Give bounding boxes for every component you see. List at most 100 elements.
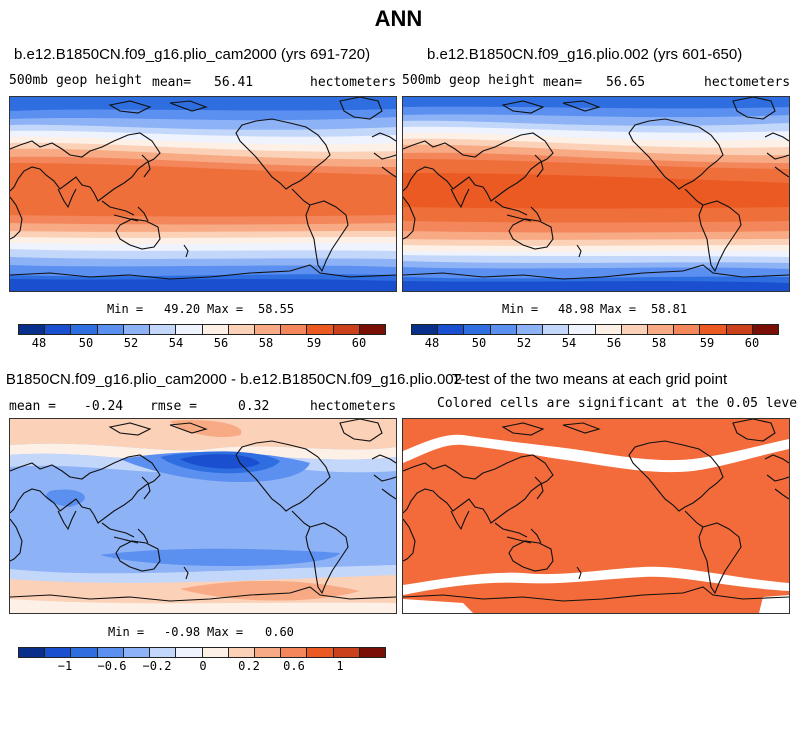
- colorbar-tick-label: 48: [31, 336, 47, 350]
- colorbar-box: [71, 325, 98, 334]
- coastline: [534, 476, 544, 500]
- coastline: [684, 510, 704, 528]
- colorbar-tick-label: 54: [561, 336, 577, 350]
- colorbar-box: [19, 648, 46, 657]
- panel3-min-label: Min =: [108, 625, 145, 639]
- colorbar-box: [45, 648, 72, 657]
- panel2-mean: 56.65: [606, 75, 646, 90]
- panel2-variable: 500mb geop height: [402, 73, 536, 88]
- colorbar-box: [45, 325, 72, 334]
- panel3-rmse: 0.32: [238, 399, 270, 414]
- coastline: [764, 454, 789, 482]
- panel1-mean: 56.41: [214, 75, 254, 90]
- colorbar-tick-label: 0.6: [283, 659, 305, 673]
- panel3-units: hectometers: [310, 399, 397, 414]
- coastline: [339, 419, 383, 442]
- coastline: [774, 166, 789, 178]
- panel3-max: 0.60: [265, 625, 294, 639]
- colorbar-box: [569, 325, 596, 334]
- coastline: [501, 422, 601, 436]
- coastline: [141, 154, 151, 178]
- coastline: [101, 522, 149, 544]
- colorbar-abs-2: [411, 324, 779, 335]
- colorbar-box: [359, 325, 386, 334]
- colorbar-abs-2-ticks: 48 50 52 54 56 58 59 60: [411, 336, 777, 352]
- panel3-min: -0.98: [164, 625, 201, 639]
- colorbar-tick-label: 48: [424, 336, 440, 350]
- coastline: [371, 132, 396, 160]
- colorbar-box: [228, 648, 255, 657]
- colorbar-box: [150, 648, 177, 657]
- colorbar-tick-label: 58: [651, 336, 667, 350]
- panel2-max-label: Max =: [600, 302, 637, 316]
- colorbar-box: [333, 648, 360, 657]
- colorbar-box: [647, 325, 675, 334]
- panel3-title: B1850CN.f09_g16.plio_cam2000 - b.e12.B18…: [5, 371, 462, 388]
- colorbar-box: [595, 325, 622, 334]
- panel1-units: hectometers: [310, 75, 397, 90]
- coastline: [628, 118, 724, 190]
- panel1-map-svg: [10, 97, 396, 291]
- colorbar-box: [307, 648, 334, 657]
- panel2-map-svg: [403, 97, 789, 291]
- colorbar-tick-label: 59: [699, 336, 715, 350]
- panel3-mean: -0.24: [84, 399, 124, 414]
- colorbar-tick-label: 54: [168, 336, 184, 350]
- panel4-map-svg: [403, 419, 789, 613]
- colorbar-diff: [18, 647, 386, 658]
- coastline: [108, 100, 208, 114]
- coastline: [764, 132, 789, 160]
- coastline: [508, 218, 554, 250]
- panel1-title: b.e12.B1850CN.f09_g16.plio_cam2000 (yrs …: [14, 46, 371, 63]
- coastline: [628, 440, 724, 512]
- colorbar-tick-label: 50: [471, 336, 487, 350]
- coastline: [183, 244, 189, 258]
- coastline: [403, 454, 554, 524]
- panel1-max: 58.55: [258, 302, 295, 316]
- colorbar-box: [71, 648, 98, 657]
- coastline: [305, 522, 349, 595]
- colorbar-box: [490, 325, 517, 334]
- coastline: [57, 510, 77, 531]
- coastline: [501, 100, 601, 114]
- panel3-coastlines: [10, 419, 396, 602]
- coastline: [339, 97, 383, 120]
- coastline: [494, 200, 542, 222]
- coastline: [115, 540, 161, 572]
- colorbar-box: [700, 325, 727, 334]
- coastline: [291, 510, 311, 528]
- colorbar-abs-1-ticks: 48 50 52 54 56 58 59 60: [18, 336, 384, 352]
- colorbar-box: [281, 648, 308, 657]
- coastline: [108, 422, 208, 436]
- coastline: [698, 522, 742, 595]
- panel1-mean-label: mean=: [152, 75, 192, 90]
- colorbar-tick-label: 60: [744, 336, 760, 350]
- panel2-max: 58.81: [651, 302, 688, 316]
- coastline: [305, 200, 349, 273]
- colorbar-tick-label: 0.2: [238, 659, 260, 673]
- colorbar-tick-label: 1: [336, 659, 344, 673]
- colorbar-box: [176, 325, 203, 334]
- coastline: [403, 196, 416, 240]
- colorbar-box: [150, 325, 177, 334]
- panel1-coastlines: [10, 97, 396, 280]
- coastline: [450, 510, 470, 531]
- colorbar-box: [176, 648, 203, 657]
- colorbar-box: [202, 648, 229, 657]
- coastline: [10, 518, 23, 562]
- coastline: [183, 566, 189, 580]
- panel2-coastlines: [403, 97, 789, 280]
- colorbar-tick-label: 50: [78, 336, 94, 350]
- panel3-rmse-label: rmse =: [150, 399, 197, 414]
- panel2-min: 48.98: [558, 302, 595, 316]
- coastline: [732, 419, 776, 442]
- coastline: [534, 154, 544, 178]
- panel3-title-wrap: B1850CN.f09_g16.plio_cam2000 - b.e12.B18…: [0, 371, 462, 388]
- panel4-title: T-test of the two means at each grid poi…: [452, 371, 728, 388]
- panel1-min-label: Min =: [107, 302, 144, 316]
- colorbar-box: [307, 325, 334, 334]
- colorbar-tick-label: 56: [606, 336, 622, 350]
- colorbar-box: [123, 325, 151, 334]
- coastline: [10, 196, 23, 240]
- figure-title: ANN: [374, 6, 423, 31]
